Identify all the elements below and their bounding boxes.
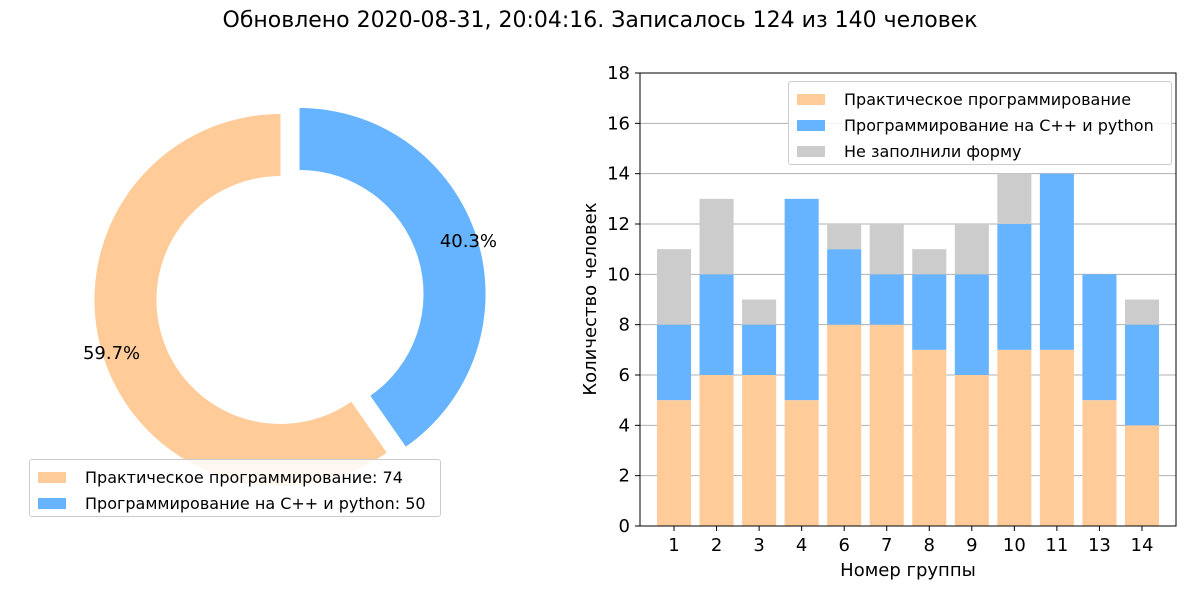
- bar-legend-item-cpp-python: Программирование на C++ и python: [797, 112, 1171, 138]
- plot-frame: [639, 72, 1177, 527]
- bar-segment: [827, 224, 862, 250]
- y-tick-label: 2: [619, 466, 630, 487]
- legend-label: Не заполнили форму: [844, 141, 1022, 161]
- bar-segment: [912, 249, 947, 275]
- bar-segment: [1124, 425, 1159, 526]
- x-tick-label: 1: [668, 535, 679, 556]
- bar-segment: [1039, 173, 1074, 350]
- bar-segment: [657, 324, 692, 401]
- y-tick-label: 16: [607, 113, 630, 134]
- donut-slices: [94, 108, 486, 486]
- bar-segment: [827, 249, 862, 325]
- x-tick-label: 2: [711, 535, 722, 556]
- pie-legend-item-cpp-python: Программирование на C++ и python: 50: [38, 490, 440, 516]
- legend-swatch-practical: [38, 471, 66, 483]
- legend-label: Практическое программирование: [844, 89, 1132, 109]
- y-axis-label: Количество человек: [580, 202, 601, 395]
- bar-segment: [869, 324, 904, 526]
- page-title: Обновлено 2020-08-31, 20:04:16. Записало…: [222, 8, 978, 33]
- x-tick-label: 10: [1003, 535, 1026, 556]
- legend-swatch-cpp-python: [797, 119, 825, 131]
- donut-pct-labels: 59.7% 40.3%: [83, 231, 497, 364]
- bar-segment: [912, 349, 947, 526]
- legend-swatch-cpp-python: [38, 497, 66, 509]
- legend-label: Программирование на C++ и python: [844, 115, 1154, 135]
- donut-pct-label: 40.3%: [440, 231, 497, 252]
- bar-segment: [784, 400, 819, 526]
- bar-legend-item-not-filled: Не заполнили форму: [797, 138, 1171, 164]
- bar-segment: [954, 224, 989, 275]
- y-tick-label: 18: [607, 63, 630, 84]
- pie-legend-item-practical: Практическое программирование: 74: [38, 464, 440, 490]
- y-tick-label: 8: [619, 315, 630, 336]
- pie-legend: Практическое программирование: 74 Програ…: [29, 459, 441, 517]
- bar-segment: [954, 274, 989, 375]
- bar-segment: [1124, 324, 1159, 426]
- bar-segment: [742, 299, 777, 325]
- bar-segment: [997, 349, 1032, 526]
- x-tick-label: 8: [924, 535, 935, 556]
- bar-legend: Практическое программирование Программир…: [788, 81, 1172, 165]
- y-tick-label: 12: [607, 214, 630, 235]
- bar-legend-item-practical: Практическое программирование: [797, 86, 1171, 112]
- y-tick-label: 0: [619, 516, 630, 537]
- bar-segment: [699, 274, 734, 375]
- bar-segment: [827, 324, 862, 526]
- bar-segment: [1124, 299, 1159, 325]
- legend-swatch-not-filled: [797, 145, 825, 157]
- bar-segment: [912, 274, 947, 350]
- bar-segment: [1082, 274, 1117, 401]
- bar-segment: [1039, 349, 1074, 526]
- bar-segment: [869, 274, 904, 325]
- bar-segment: [1082, 400, 1117, 526]
- bar-segment: [742, 375, 777, 526]
- donut-slice: [299, 108, 486, 447]
- legend-label: Программирование на C++ и python: 50: [85, 493, 426, 513]
- bar-segment: [869, 224, 904, 275]
- x-axis-label: Номер группы: [840, 560, 976, 581]
- bar-segment: [742, 324, 777, 375]
- y-tick-label: 14: [607, 164, 630, 185]
- bar-segment: [997, 224, 1032, 350]
- x-tick-label: 9: [966, 535, 977, 556]
- bar-segment: [997, 173, 1032, 224]
- x-tick-label: 6: [838, 535, 849, 556]
- donut-slice: [94, 113, 387, 486]
- x-tick-label: 7: [881, 535, 892, 556]
- x-tick-label: 14: [1131, 535, 1154, 556]
- x-tick-label: 3: [753, 535, 764, 556]
- legend-label: Практическое программирование: 74: [85, 467, 403, 487]
- donut-chart: 59.7% 40.3%: [83, 108, 497, 486]
- bars: [657, 173, 1159, 526]
- y-tick-label: 6: [619, 365, 630, 386]
- bar-segment: [657, 249, 692, 325]
- bar-segment: [699, 198, 734, 275]
- bar-segment: [954, 375, 989, 526]
- x-tick-label: 4: [796, 535, 807, 556]
- bar-segment: [699, 375, 734, 526]
- donut-pct-label: 59.7%: [83, 343, 140, 364]
- bar-segment: [657, 400, 692, 526]
- y-tick-label: 10: [607, 264, 630, 285]
- x-tick-label: 13: [1088, 535, 1111, 556]
- bar-segment: [784, 198, 819, 401]
- y-tick-label: 4: [619, 415, 630, 436]
- legend-swatch-practical: [797, 93, 825, 105]
- x-tick-label: 11: [1045, 535, 1068, 556]
